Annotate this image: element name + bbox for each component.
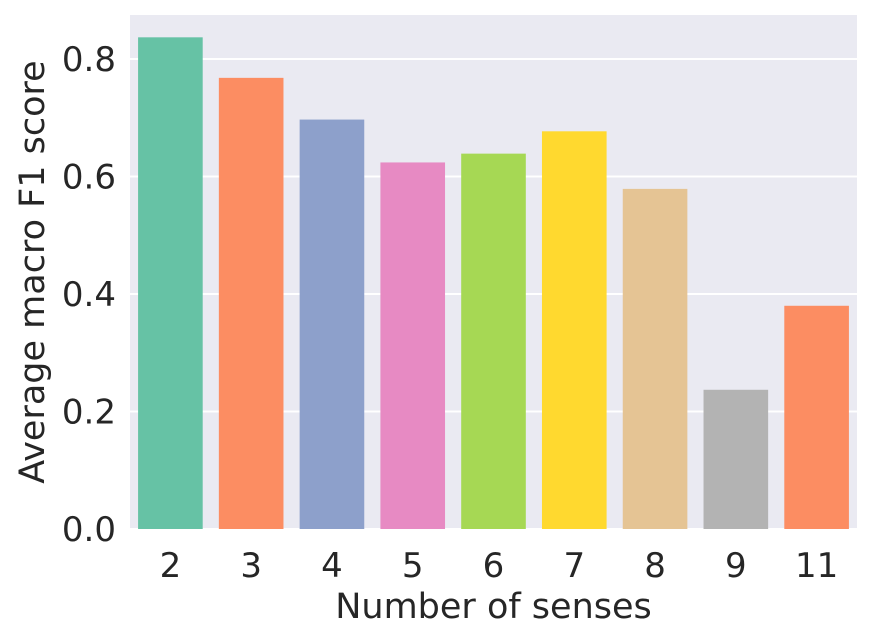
x-tick-label: 9: [725, 546, 747, 586]
bar-7: [541, 131, 607, 529]
bar-3: [218, 77, 284, 529]
y-tick-label: 0.4: [62, 275, 116, 315]
bar-11: [784, 305, 849, 529]
x-tick-label: 7: [563, 546, 585, 586]
y-tick-label: 0.2: [62, 393, 116, 433]
bar-8: [622, 188, 688, 530]
x-tick-label: 3: [240, 546, 262, 586]
x-tick-labels: 2 3 4 5 6 7 8 9 11: [160, 546, 839, 586]
bar-2: [138, 37, 203, 529]
x-tick-label: 2: [160, 546, 182, 586]
y-tick-label: 0.6: [62, 158, 116, 198]
bar-4: [299, 119, 365, 529]
x-tick-label: 6: [483, 546, 505, 586]
y-tick-labels: 0.0 0.2 0.4 0.6 0.8: [62, 40, 116, 550]
x-tick-label: 5: [402, 546, 424, 586]
y-axis-label: Average macro F1 score: [13, 60, 53, 483]
bar-9: [703, 389, 769, 529]
y-tick-label: 0.8: [62, 40, 116, 80]
bars: [138, 37, 849, 530]
bar-5: [380, 162, 446, 529]
x-tick-label: 4: [321, 546, 343, 586]
y-tick-label: 0.0: [62, 510, 116, 550]
x-tick-label: 8: [644, 546, 666, 586]
x-tick-label: 11: [795, 546, 838, 586]
bar-6: [461, 153, 526, 529]
x-axis-label: Number of senses: [335, 587, 652, 627]
